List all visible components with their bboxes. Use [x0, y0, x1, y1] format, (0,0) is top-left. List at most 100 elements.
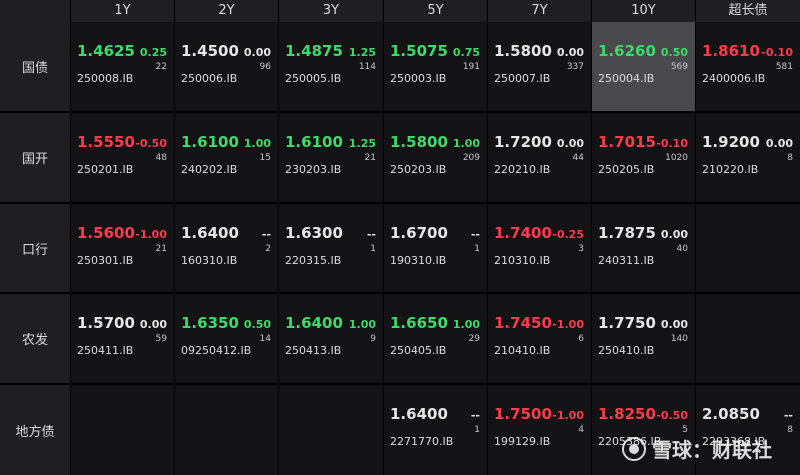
volume-count: 9: [370, 334, 376, 344]
volume-count: 29: [468, 334, 480, 344]
yield-value: 1.6400: [285, 314, 343, 332]
volume-count: 3: [578, 244, 584, 254]
bond-code: 250411.IB: [77, 344, 134, 357]
quote-cell[interactable]: 1.6400 1.00 9 250413.IB: [279, 294, 383, 383]
volume-count: 48: [155, 153, 167, 163]
row-label-3: 口行: [0, 204, 70, 292]
quote-cell[interactable]: 1.6350 0.50 14 09250412.IB: [175, 294, 278, 383]
quote-cell[interactable]: 1.8610 -0.10 581 2400006.IB: [696, 22, 800, 111]
change-value: --: [366, 228, 376, 241]
yield-value: 1.5075: [390, 42, 448, 60]
column-header-1[interactable]: 1Y: [71, 0, 174, 22]
yield-value: 2.0850: [702, 405, 760, 423]
change-value: 0.50: [660, 46, 688, 59]
change-value: 0.00: [556, 46, 584, 59]
quote-cell[interactable]: 1.4875 1.25 114 250005.IB: [279, 22, 383, 111]
quote-cell[interactable]: 1.4500 0.00 96 250006.IB: [175, 22, 278, 111]
quote-cell[interactable]: 1.7500 -1.00 4 199129.IB: [488, 385, 591, 475]
quote-cell[interactable]: 1.6700 -- 1 190310.IB: [384, 204, 487, 292]
quote-cell[interactable]: 1.5550 -0.50 48 250201.IB: [71, 113, 174, 202]
quote-cell[interactable]: 1.5800 0.00 337 250007.IB: [488, 22, 591, 111]
bond-code: 250003.IB: [390, 72, 447, 85]
yield-value: 1.4625: [77, 42, 135, 60]
yield-value: 1.6700: [390, 224, 448, 242]
yield-value: 1.6400: [181, 224, 239, 242]
change-value: -0.50: [656, 409, 688, 422]
watermark-text: 雪球：财联社: [652, 438, 772, 462]
quote-cell[interactable]: 1.5600 -1.00 21 250301.IB: [71, 204, 174, 292]
quote-cell[interactable]: 1.4625 0.25 22 250008.IB: [71, 22, 174, 111]
column-header-6[interactable]: 10Y: [592, 0, 695, 22]
yield-value: 1.6650: [390, 314, 448, 332]
column-header-4[interactable]: 5Y: [384, 0, 487, 22]
volume-count: 40: [676, 244, 688, 254]
bond-code: 250405.IB: [390, 344, 447, 357]
quote-cell[interactable]: 1.7875 0.00 40 240311.IB: [592, 204, 695, 292]
volume-count: 21: [155, 244, 167, 254]
quote-cell[interactable]: 1.7200 0.00 44 220210.IB: [488, 113, 591, 202]
yield-value: 1.6100: [285, 133, 343, 151]
bond-code: 210410.IB: [494, 344, 551, 357]
bond-code: 250301.IB: [77, 254, 134, 267]
quote-cell[interactable]: 2.0850 -- 8 2293368.IB: [696, 385, 800, 475]
yield-value: 1.7450: [494, 314, 552, 332]
quote-cell[interactable]: 1.6300 -- 1 220315.IB: [279, 204, 383, 292]
quote-cell[interactable]: 1.6100 1.25 21 230203.IB: [279, 113, 383, 202]
bond-code: 250413.IB: [285, 344, 342, 357]
column-header-7[interactable]: 超长债: [696, 0, 800, 22]
yield-value: 1.7875: [598, 224, 656, 242]
change-value: 0.00: [139, 318, 167, 331]
yield-value: 1.6400: [390, 405, 448, 423]
quote-cell[interactable]: 1.5075 0.75 191 250003.IB: [384, 22, 487, 111]
row-label-4: 农发: [0, 294, 70, 383]
change-value: 1.25: [348, 137, 376, 150]
volume-count: 191: [462, 62, 480, 72]
yield-value: 1.5800: [494, 42, 552, 60]
quote-cell[interactable]: 1.5700 0.00 59 250411.IB: [71, 294, 174, 383]
row-label-5: 地方债: [0, 385, 70, 475]
bond-code: 240311.IB: [598, 254, 655, 267]
quote-cell[interactable]: 1.5800 1.00 209 250203.IB: [384, 113, 487, 202]
bond-code: 220315.IB: [285, 254, 342, 267]
yield-value: 1.4500: [181, 42, 239, 60]
bond-code: 2293368.IB: [702, 435, 766, 448]
quote-cell[interactable]: 1.7750 0.00 140 250410.IB: [592, 294, 695, 383]
quote-cell[interactable]: 1.7015 -0.10 1020 250205.IB: [592, 113, 695, 202]
quote-cell[interactable]: 1.7450 -1.00 6 210410.IB: [488, 294, 591, 383]
bond-code: 230203.IB: [285, 163, 342, 176]
quote-cell[interactable]: 1.9200 0.00 8 210220.IB: [696, 113, 800, 202]
quote-cell[interactable]: 1.8250 -0.50 5 2205386.IB: [592, 385, 695, 475]
yield-value: 1.6300: [285, 224, 343, 242]
quote-cell[interactable]: 1.6100 1.00 15 240202.IB: [175, 113, 278, 202]
volume-count: 114: [358, 62, 376, 72]
header-corner: [0, 0, 70, 22]
column-header-3[interactable]: 3Y: [279, 0, 383, 22]
quote-cell[interactable]: 1.6400 -- 1 2271770.IB: [384, 385, 487, 475]
change-value: 1.00: [452, 137, 480, 150]
column-header-2[interactable]: 2Y: [175, 0, 278, 22]
volume-count: 1: [474, 244, 480, 254]
quote-cell[interactable]: 1.6260 0.50 569 250004.IB: [592, 22, 695, 111]
change-value: 1.00: [348, 318, 376, 331]
volume-count: 1: [370, 244, 376, 254]
volume-count: 14: [259, 334, 271, 344]
snowball-logo-icon: [622, 436, 646, 461]
quote-cell[interactable]: 1.6650 1.00 29 250405.IB: [384, 294, 487, 383]
change-value: 1.25: [348, 46, 376, 59]
bond-code: 210220.IB: [702, 163, 759, 176]
quote-cell[interactable]: 1.7400 -0.25 3 210310.IB: [488, 204, 591, 292]
volume-count: 21: [364, 153, 376, 163]
row-label-2: 国开: [0, 113, 70, 202]
quote-cell[interactable]: 1.6400 -- 2 160310.IB: [175, 204, 278, 292]
yield-value: 1.8250: [598, 405, 656, 423]
volume-count: 6: [578, 334, 584, 344]
change-value: --: [783, 409, 793, 422]
column-header-5[interactable]: 7Y: [488, 0, 591, 22]
change-value: 0.75: [452, 46, 480, 59]
bond-code: 2271770.IB: [390, 435, 454, 448]
yield-value: 1.6260: [598, 42, 656, 60]
quote-cell: [71, 385, 174, 475]
volume-count: 22: [155, 62, 167, 72]
yield-value: 1.7200: [494, 133, 552, 151]
change-value: --: [261, 228, 271, 241]
